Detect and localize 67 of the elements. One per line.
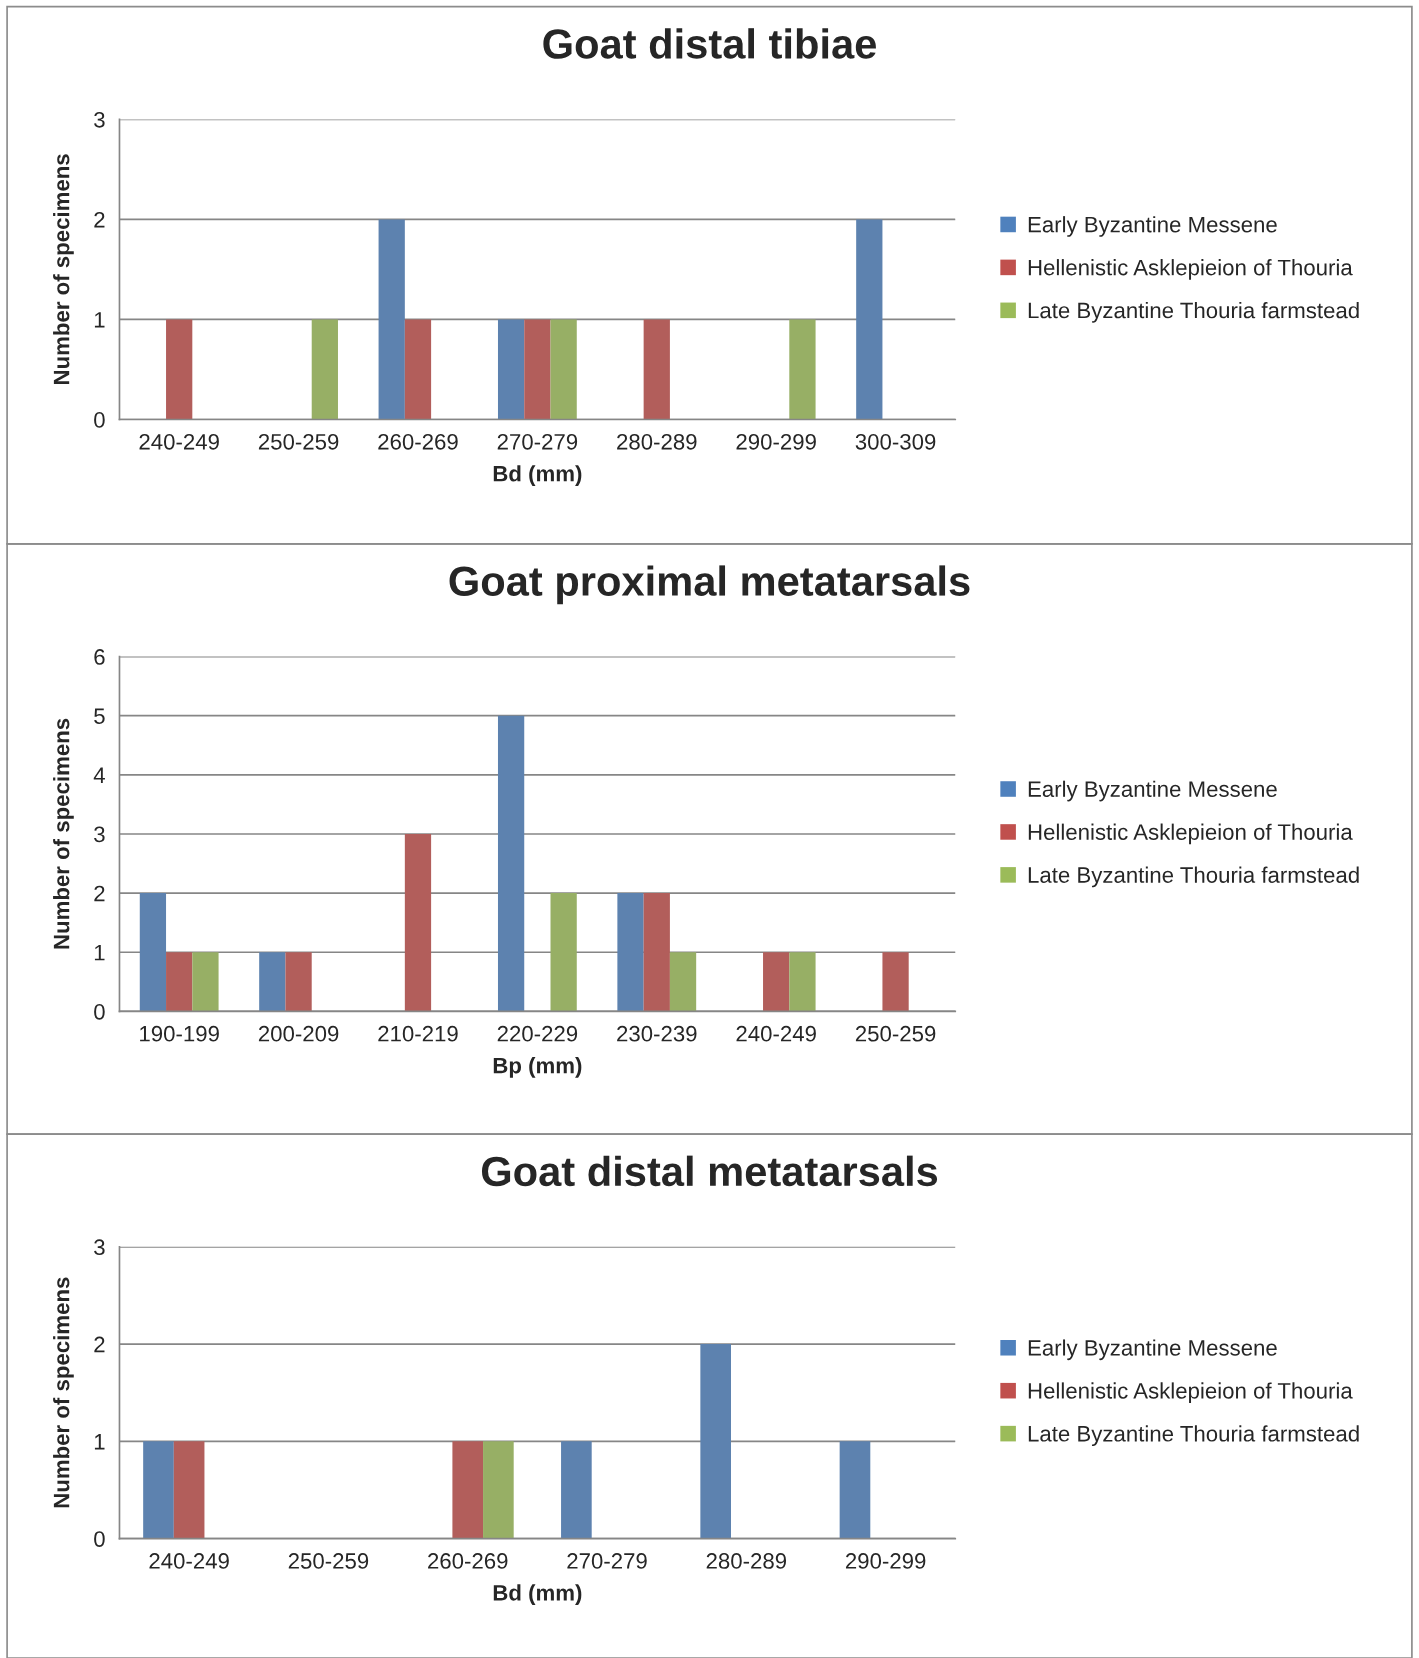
x-tick-label: 200-209 bbox=[258, 1025, 339, 1042]
bar bbox=[789, 952, 816, 1012]
x-tick-label: 270-279 bbox=[497, 433, 578, 450]
legend-label: Late Byzantine Thouria farmstead bbox=[1028, 302, 1359, 323]
legend-label: Early Byzantine Messene bbox=[1028, 1339, 1277, 1361]
y-tick-label: 0 bbox=[94, 1531, 105, 1547]
x-tick-label: 240-249 bbox=[139, 433, 219, 450]
bar bbox=[285, 952, 312, 1012]
y-tick-label: 0 bbox=[94, 412, 105, 428]
legend-label: Early Byzantine Messene bbox=[1028, 780, 1277, 802]
x-axis-title: Bd (mm) bbox=[493, 1584, 582, 1606]
legend-label: Hellenistic Asklepieion of Thouria bbox=[1028, 259, 1353, 280]
bar bbox=[497, 715, 525, 1012]
y-tick-label: 0 bbox=[94, 1003, 105, 1020]
legend-label: Late Byzantine Thouria farmstead bbox=[1028, 866, 1359, 888]
chart-title: Goat distal metatarsals bbox=[481, 1155, 938, 1187]
legend-label: Hellenistic Asklepieion of Thouria bbox=[1028, 823, 1353, 845]
x-tick-label: 260-269 bbox=[378, 433, 458, 450]
y-tick-label: 1 bbox=[94, 1434, 105, 1450]
bar bbox=[643, 893, 670, 1012]
y-tick-label: 3 bbox=[94, 826, 105, 843]
bar bbox=[166, 952, 193, 1012]
x-tick-label: 270-279 bbox=[567, 1553, 647, 1569]
x-tick-label: 280-289 bbox=[706, 1553, 787, 1569]
bar bbox=[550, 893, 577, 1012]
x-tick-label: 240-249 bbox=[149, 1553, 229, 1569]
y-tick-label: 5 bbox=[94, 708, 105, 724]
bar bbox=[617, 893, 644, 1012]
y-axis-title: Number of specimens bbox=[53, 154, 74, 385]
x-tick-label: 260-269 bbox=[428, 1553, 508, 1569]
chart-title: Goat distal tibiae bbox=[543, 28, 876, 59]
x-tick-label: 250-259 bbox=[288, 1553, 369, 1569]
x-tick-label: 230-239 bbox=[617, 1025, 697, 1042]
bar bbox=[763, 952, 790, 1012]
y-axis-title: Number of specimens bbox=[53, 1277, 74, 1508]
y-tick-label: 3 bbox=[94, 1239, 105, 1256]
x-axis-title: Bd (mm) bbox=[493, 465, 582, 486]
y-tick-label: 2 bbox=[94, 885, 105, 902]
x-tick-label: 250-259 bbox=[855, 1025, 936, 1042]
y-tick-label: 4 bbox=[93, 767, 105, 783]
x-tick-label: 280-289 bbox=[617, 433, 697, 450]
x-tick-label: 290-299 bbox=[736, 433, 816, 450]
x-tick-label: 190-199 bbox=[140, 1025, 219, 1042]
x-tick-label: 290-299 bbox=[845, 1553, 926, 1569]
x-tick-label: 300-309 bbox=[855, 433, 936, 450]
y-axis-title: Number of specimens bbox=[53, 718, 74, 949]
y-tick-label: 2 bbox=[94, 211, 105, 228]
bar bbox=[139, 893, 167, 1012]
chart-title: Goat proximal metatarsals bbox=[449, 565, 970, 605]
x-tick-label: 210-219 bbox=[378, 1025, 458, 1042]
bar bbox=[882, 952, 909, 1012]
y-tick-label: 3 bbox=[94, 111, 105, 128]
legend-label: Early Byzantine Messene bbox=[1028, 216, 1277, 237]
x-tick-label: 250-259 bbox=[258, 433, 339, 450]
y-tick-label: 1 bbox=[94, 312, 105, 328]
legend-label: Hellenistic Asklepieion of Thouria bbox=[1028, 1382, 1353, 1404]
x-tick-label: 240-249 bbox=[736, 1025, 816, 1042]
y-tick-label: 1 bbox=[94, 945, 105, 961]
y-tick-label: 6 bbox=[94, 649, 105, 665]
bar bbox=[404, 833, 432, 1012]
x-tick-label: 220-229 bbox=[497, 1025, 578, 1042]
bar bbox=[669, 952, 697, 1012]
bar bbox=[192, 952, 219, 1012]
y-tick-label: 2 bbox=[94, 1336, 105, 1353]
legend-label: Late Byzantine Thouria farmstead bbox=[1028, 1425, 1359, 1447]
x-axis-title: Bp (mm) bbox=[493, 1057, 582, 1078]
bar bbox=[259, 952, 286, 1012]
